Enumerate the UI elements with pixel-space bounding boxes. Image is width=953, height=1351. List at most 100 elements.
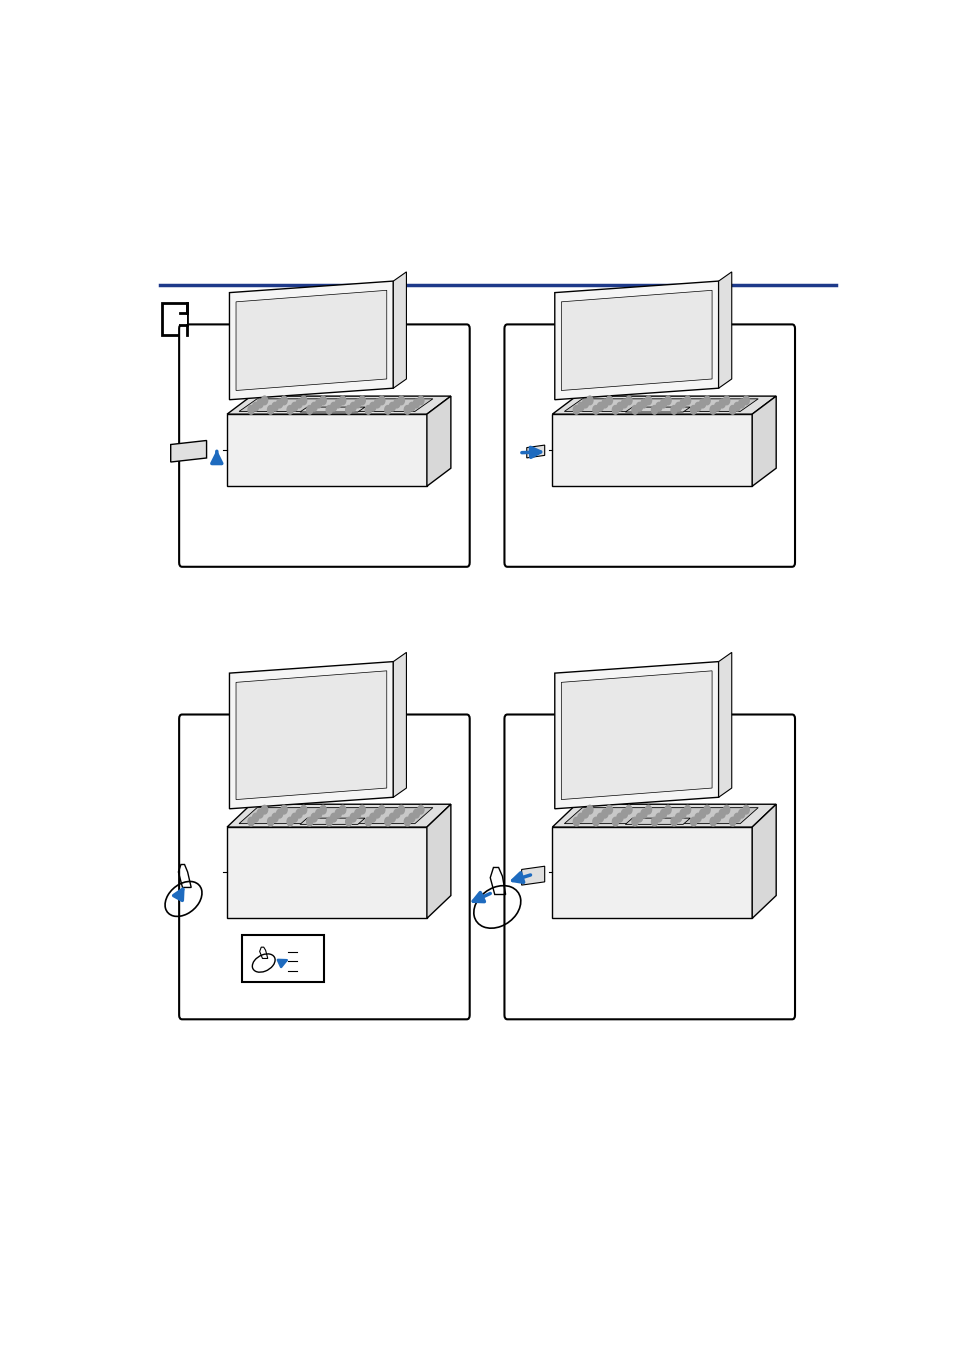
Circle shape	[397, 805, 404, 813]
Circle shape	[636, 403, 642, 411]
Circle shape	[256, 809, 263, 817]
Circle shape	[267, 405, 274, 415]
Circle shape	[699, 400, 705, 408]
Circle shape	[384, 405, 391, 415]
Polygon shape	[552, 415, 751, 486]
Polygon shape	[718, 272, 731, 388]
Circle shape	[295, 809, 302, 817]
Circle shape	[413, 400, 419, 408]
FancyBboxPatch shape	[162, 303, 187, 335]
Circle shape	[690, 817, 696, 825]
Circle shape	[394, 809, 399, 817]
Circle shape	[350, 813, 356, 821]
Polygon shape	[393, 272, 406, 388]
Circle shape	[597, 403, 603, 411]
Circle shape	[397, 396, 404, 405]
Circle shape	[722, 805, 729, 813]
Circle shape	[592, 817, 598, 825]
Circle shape	[261, 805, 268, 813]
Polygon shape	[227, 396, 451, 415]
Circle shape	[248, 817, 253, 825]
Polygon shape	[235, 290, 386, 390]
Circle shape	[738, 400, 744, 408]
FancyBboxPatch shape	[242, 935, 324, 982]
Circle shape	[261, 396, 268, 405]
Circle shape	[699, 809, 705, 817]
Circle shape	[703, 805, 709, 813]
Polygon shape	[299, 819, 365, 824]
Circle shape	[253, 813, 258, 821]
Polygon shape	[552, 827, 751, 919]
Circle shape	[335, 400, 341, 408]
Circle shape	[656, 813, 661, 821]
Circle shape	[350, 403, 356, 411]
Polygon shape	[426, 396, 451, 486]
Circle shape	[679, 809, 685, 817]
Circle shape	[631, 405, 638, 415]
Circle shape	[272, 813, 278, 821]
Circle shape	[719, 400, 724, 408]
Polygon shape	[718, 653, 731, 797]
Circle shape	[326, 405, 332, 415]
Circle shape	[295, 400, 302, 408]
Polygon shape	[751, 804, 776, 919]
Circle shape	[601, 400, 607, 408]
Circle shape	[248, 405, 253, 415]
Polygon shape	[560, 290, 711, 390]
Polygon shape	[239, 399, 433, 412]
Polygon shape	[299, 407, 365, 412]
Circle shape	[417, 396, 423, 405]
Polygon shape	[521, 866, 544, 885]
Circle shape	[345, 817, 352, 825]
Polygon shape	[171, 440, 207, 462]
FancyBboxPatch shape	[179, 715, 469, 1019]
Circle shape	[620, 809, 627, 817]
Polygon shape	[526, 444, 544, 458]
Circle shape	[742, 805, 748, 813]
Circle shape	[703, 396, 709, 405]
Circle shape	[370, 813, 375, 821]
Circle shape	[300, 396, 307, 405]
Polygon shape	[227, 804, 451, 827]
Circle shape	[417, 805, 423, 813]
Circle shape	[640, 400, 646, 408]
Circle shape	[573, 817, 578, 825]
Circle shape	[276, 809, 282, 817]
Circle shape	[656, 403, 661, 411]
Circle shape	[709, 817, 716, 825]
Circle shape	[281, 805, 287, 813]
Circle shape	[606, 396, 612, 405]
Circle shape	[359, 396, 365, 405]
Circle shape	[331, 403, 336, 411]
Circle shape	[355, 400, 360, 408]
Circle shape	[679, 400, 685, 408]
FancyBboxPatch shape	[180, 313, 187, 324]
Circle shape	[339, 396, 345, 405]
Circle shape	[625, 396, 632, 405]
Circle shape	[617, 403, 622, 411]
Circle shape	[734, 403, 740, 411]
Circle shape	[738, 809, 744, 817]
Polygon shape	[624, 407, 690, 412]
Circle shape	[287, 817, 293, 825]
Polygon shape	[230, 281, 393, 400]
Circle shape	[409, 403, 415, 411]
Circle shape	[659, 400, 666, 408]
Circle shape	[581, 809, 588, 817]
Circle shape	[612, 405, 618, 415]
Circle shape	[617, 813, 622, 821]
Circle shape	[365, 405, 371, 415]
Circle shape	[586, 396, 593, 405]
Circle shape	[306, 817, 313, 825]
Circle shape	[267, 817, 274, 825]
Circle shape	[374, 400, 380, 408]
Circle shape	[378, 396, 384, 405]
Circle shape	[742, 396, 748, 405]
Circle shape	[389, 813, 395, 821]
Polygon shape	[560, 671, 711, 800]
FancyBboxPatch shape	[179, 324, 469, 567]
Circle shape	[370, 403, 375, 411]
Circle shape	[675, 813, 681, 821]
Circle shape	[578, 403, 583, 411]
Circle shape	[729, 817, 735, 825]
